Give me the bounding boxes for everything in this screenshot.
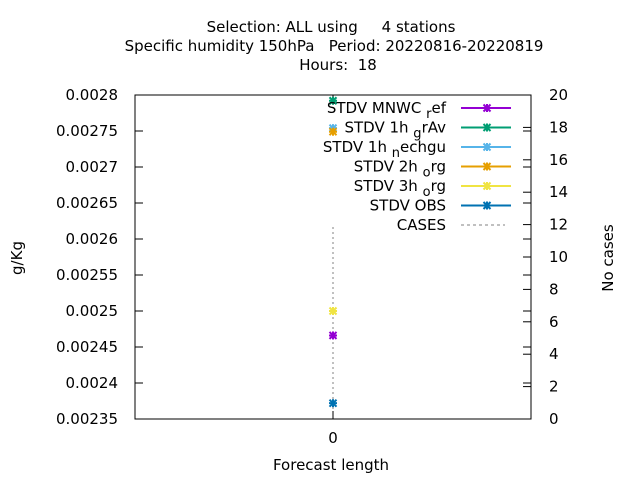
title-line-2: Specific humidity 150hPa Period: 2022081… <box>125 37 544 55</box>
legend-label-rest: ef <box>431 99 446 117</box>
y2-tick-label: 8 <box>549 280 559 298</box>
data-point-series-4 <box>328 127 338 136</box>
y-tick-label: 0.00245 <box>56 338 118 356</box>
legend-label-main: STDV 1h <box>344 119 413 137</box>
legend-marker <box>482 142 492 152</box>
legend-label: STDV MNWC ref <box>327 99 447 122</box>
y-tick-label: 0.00255 <box>56 266 118 284</box>
legend-label-main: STDV 1h <box>323 138 392 156</box>
legend-marker <box>482 201 492 210</box>
y2-tick-label: 4 <box>549 345 559 363</box>
legend-label: STDV OBS <box>370 197 446 215</box>
y-tick-label: 0.0028 <box>66 86 119 104</box>
title-line-1: Selection: ALL using 4 stations <box>207 18 456 36</box>
y-tick-label: 0.0027 <box>66 158 119 176</box>
data-point-series-5 <box>328 306 338 316</box>
legend-marker <box>482 123 492 132</box>
y-axis-label: g/Kg <box>8 241 26 275</box>
legend-label-sub: o <box>423 166 431 181</box>
legend-label: STDV 1h nechgu <box>323 138 446 161</box>
y-tick-label: 0.0024 <box>66 374 119 392</box>
legend-label-main: STDV 3h <box>354 177 423 195</box>
x-axis-label: Forecast length <box>273 456 389 474</box>
legend-label-rest: rg <box>431 177 446 195</box>
legend-label-main: STDV 2h <box>354 158 423 176</box>
y2-tick-label: 12 <box>549 216 568 234</box>
y2-tick-label: 6 <box>549 313 559 331</box>
y-tick-label: 0.00265 <box>56 194 118 212</box>
legend-label-rest: rAv <box>422 119 447 137</box>
y-tick-label: 0.0026 <box>66 230 119 248</box>
x-tick-label: 0 <box>328 429 338 447</box>
legend-label-main: STDV MNWC <box>327 99 426 117</box>
legend-marker <box>482 162 492 171</box>
legend-label: STDV 1h grAv <box>344 119 446 142</box>
y2-tick-label: 14 <box>549 183 568 201</box>
y2-tick-label: 18 <box>549 118 568 136</box>
y2-tick-label: 20 <box>549 86 568 104</box>
legend-label-sub: g <box>413 127 421 142</box>
y2-tick-label: 2 <box>549 378 559 396</box>
data-point-series-2 <box>328 96 338 105</box>
y2-tick-label: 16 <box>549 151 568 169</box>
y-tick-label: 0.00235 <box>56 410 118 428</box>
plot-area: 0.00235 0.0024 0.00245 0.0025 0.00255 0.0026 0… <box>56 86 568 447</box>
y2-tick-label: 0 <box>549 410 559 428</box>
legend-label-rest: echgu <box>400 138 446 156</box>
y-tick-label: 0.0025 <box>66 302 119 320</box>
legend-label-sub: r <box>426 107 432 122</box>
legend-label-sub: n <box>392 146 400 161</box>
y2-tick-label: 10 <box>549 248 568 266</box>
legend-marker <box>482 103 492 113</box>
legend-label-rest: rg <box>431 158 446 176</box>
title-line-3: Hours: 18 <box>299 56 377 74</box>
data-point-series-1 <box>328 331 338 340</box>
legend-label: STDV 3h org <box>354 177 446 200</box>
y-tick-label: 0.00275 <box>56 122 118 140</box>
chart-title: Selection: ALL using 4 stations Specific… <box>125 18 544 74</box>
legend-marker <box>482 181 492 191</box>
legend-label-sub: o <box>423 185 431 200</box>
legend-label: STDV 2h org <box>354 158 446 181</box>
data-point-series-6 <box>328 398 338 408</box>
y2-axis-label: No cases <box>599 224 617 292</box>
legend-label: CASES <box>397 216 446 234</box>
